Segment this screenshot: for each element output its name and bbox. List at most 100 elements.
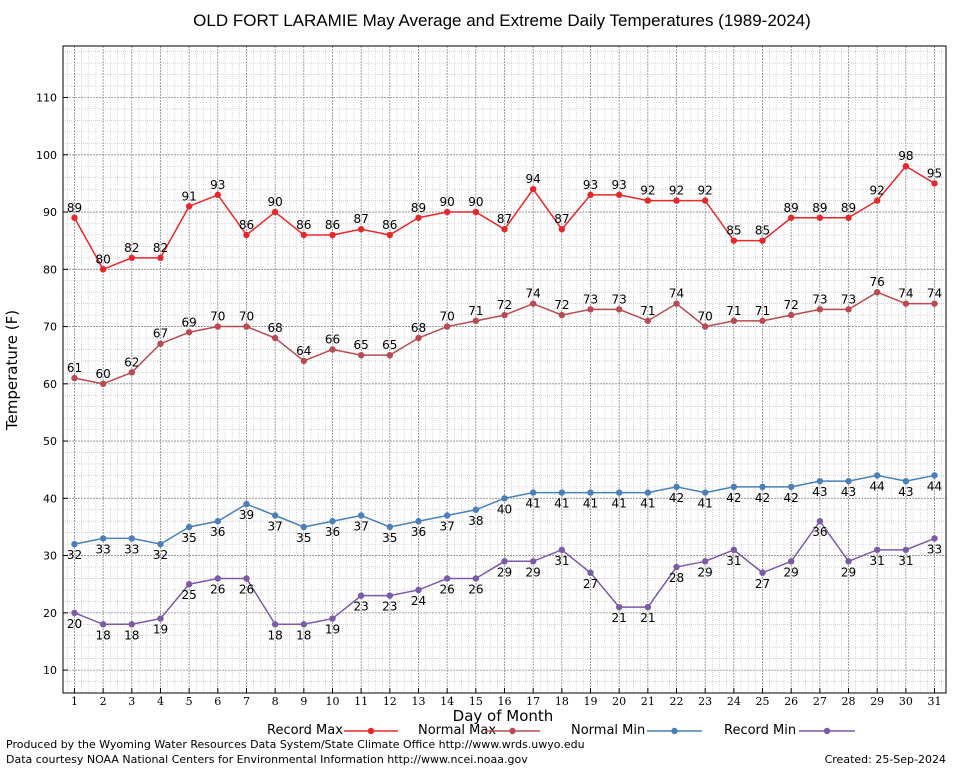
data-point (673, 563, 680, 571)
data-label: 87 (354, 212, 369, 226)
data-label: 70 (698, 310, 713, 324)
data-label: 41 (583, 497, 598, 511)
data-label: 36 (210, 525, 225, 539)
legend-marker (671, 727, 678, 735)
data-label: 33 (95, 542, 110, 556)
data-point (902, 477, 910, 485)
data-label: 37 (268, 520, 283, 534)
x-tick-label: 3 (128, 695, 135, 708)
data-point (787, 311, 795, 319)
y-tick-label: 30 (43, 550, 57, 563)
y-axis: 10 20 30 40 50 60 70 80 90 100 110 (36, 92, 68, 677)
x-tick-label: 15 (469, 695, 483, 708)
data-point (759, 237, 766, 244)
data-label: 43 (812, 485, 827, 499)
chart-title: OLD FORT LARAMIE May Average and Extreme… (193, 11, 811, 30)
data-point (271, 512, 279, 519)
data-label: 60 (95, 367, 110, 381)
data-label: 44 (870, 479, 885, 493)
data-point (529, 558, 537, 565)
data-label: 24 (411, 594, 426, 608)
data-point (472, 575, 480, 582)
data-label: 29 (497, 565, 512, 579)
data-label: 70 (239, 310, 254, 324)
data-point (787, 558, 795, 565)
data-label: 40 (497, 502, 512, 516)
data-label: 28 (669, 571, 684, 585)
x-axis-label: Day of Month (453, 707, 554, 725)
data-label: 92 (870, 184, 885, 198)
data-label: 72 (497, 298, 512, 312)
data-point (902, 163, 910, 170)
series-record-min: 20 18 18 19 25 26 26 18 18 19 23 23 24 26 26 29 29 31 27 21… (67, 518, 942, 642)
data-label: 86 (382, 218, 397, 232)
data-label: 25 (182, 588, 197, 602)
data-label: 26 (468, 582, 483, 596)
y-tick-label: 10 (43, 664, 57, 677)
data-point (873, 289, 881, 296)
data-point (243, 323, 250, 330)
data-point (99, 380, 107, 388)
y-tick-label: 40 (43, 492, 57, 505)
data-label: 95 (927, 166, 942, 180)
legend-marker (367, 727, 375, 735)
series-record-max: 89 80 82 82 91 93 86 90 86 86 87 86 89 90 90 87 94 87 93 93… (67, 149, 942, 273)
data-point (701, 558, 709, 565)
footer-created-date: Created: 25-Sep-2024 (824, 753, 946, 766)
legend-marker (509, 727, 516, 735)
data-point (386, 351, 394, 359)
data-label: 29 (784, 565, 799, 579)
x-tick-label: 7 (243, 695, 250, 708)
data-label: 87 (497, 212, 512, 226)
data-point (415, 334, 422, 342)
data-label: 64 (296, 344, 311, 358)
data-label: 36 (812, 525, 827, 539)
data-point (99, 621, 107, 628)
data-point (472, 317, 480, 325)
data-point (673, 483, 680, 491)
data-label: 36 (325, 525, 340, 539)
data-point (587, 569, 594, 576)
x-tick-label: 23 (698, 695, 712, 708)
data-label: 29 (698, 565, 713, 579)
x-tick-label: 31 (928, 695, 942, 708)
data-point (873, 546, 881, 554)
data-label: 90 (440, 195, 455, 209)
data-label: 86 (239, 218, 254, 232)
y-tick-label: 60 (43, 378, 57, 391)
data-point (71, 540, 78, 548)
data-point (845, 306, 852, 313)
data-label: 36 (411, 525, 426, 539)
x-tick-label: 8 (272, 695, 279, 708)
x-tick-label: 22 (670, 695, 684, 708)
data-label: 31 (554, 554, 569, 568)
data-point (501, 311, 508, 319)
data-label: 87 (554, 212, 569, 226)
data-label: 42 (726, 491, 741, 505)
data-label: 41 (698, 497, 713, 511)
data-point (902, 546, 910, 554)
data-point (701, 197, 709, 204)
data-point (214, 575, 222, 582)
data-point (300, 621, 308, 628)
x-tick-label: 29 (870, 695, 884, 708)
data-point (271, 208, 279, 216)
data-label: 76 (870, 275, 885, 289)
data-point (558, 226, 566, 233)
data-label: 74 (669, 287, 684, 301)
data-point (701, 489, 709, 496)
data-label: 89 (841, 201, 856, 215)
data-label: 80 (95, 252, 110, 266)
data-point (357, 512, 365, 519)
series-normal-min: 32 33 33 32 35 36 39 37 35 36 37 35 36 37 38 40 41 41 41 41… (67, 472, 942, 562)
data-point (386, 592, 394, 599)
data-point (271, 334, 279, 342)
data-point (214, 191, 222, 199)
data-point (816, 214, 824, 221)
data-point (357, 226, 365, 233)
x-tick-label: 21 (641, 695, 655, 708)
data-label: 89 (411, 201, 426, 215)
data-point (157, 254, 164, 262)
data-label: 35 (182, 531, 197, 545)
data-point (902, 300, 910, 307)
